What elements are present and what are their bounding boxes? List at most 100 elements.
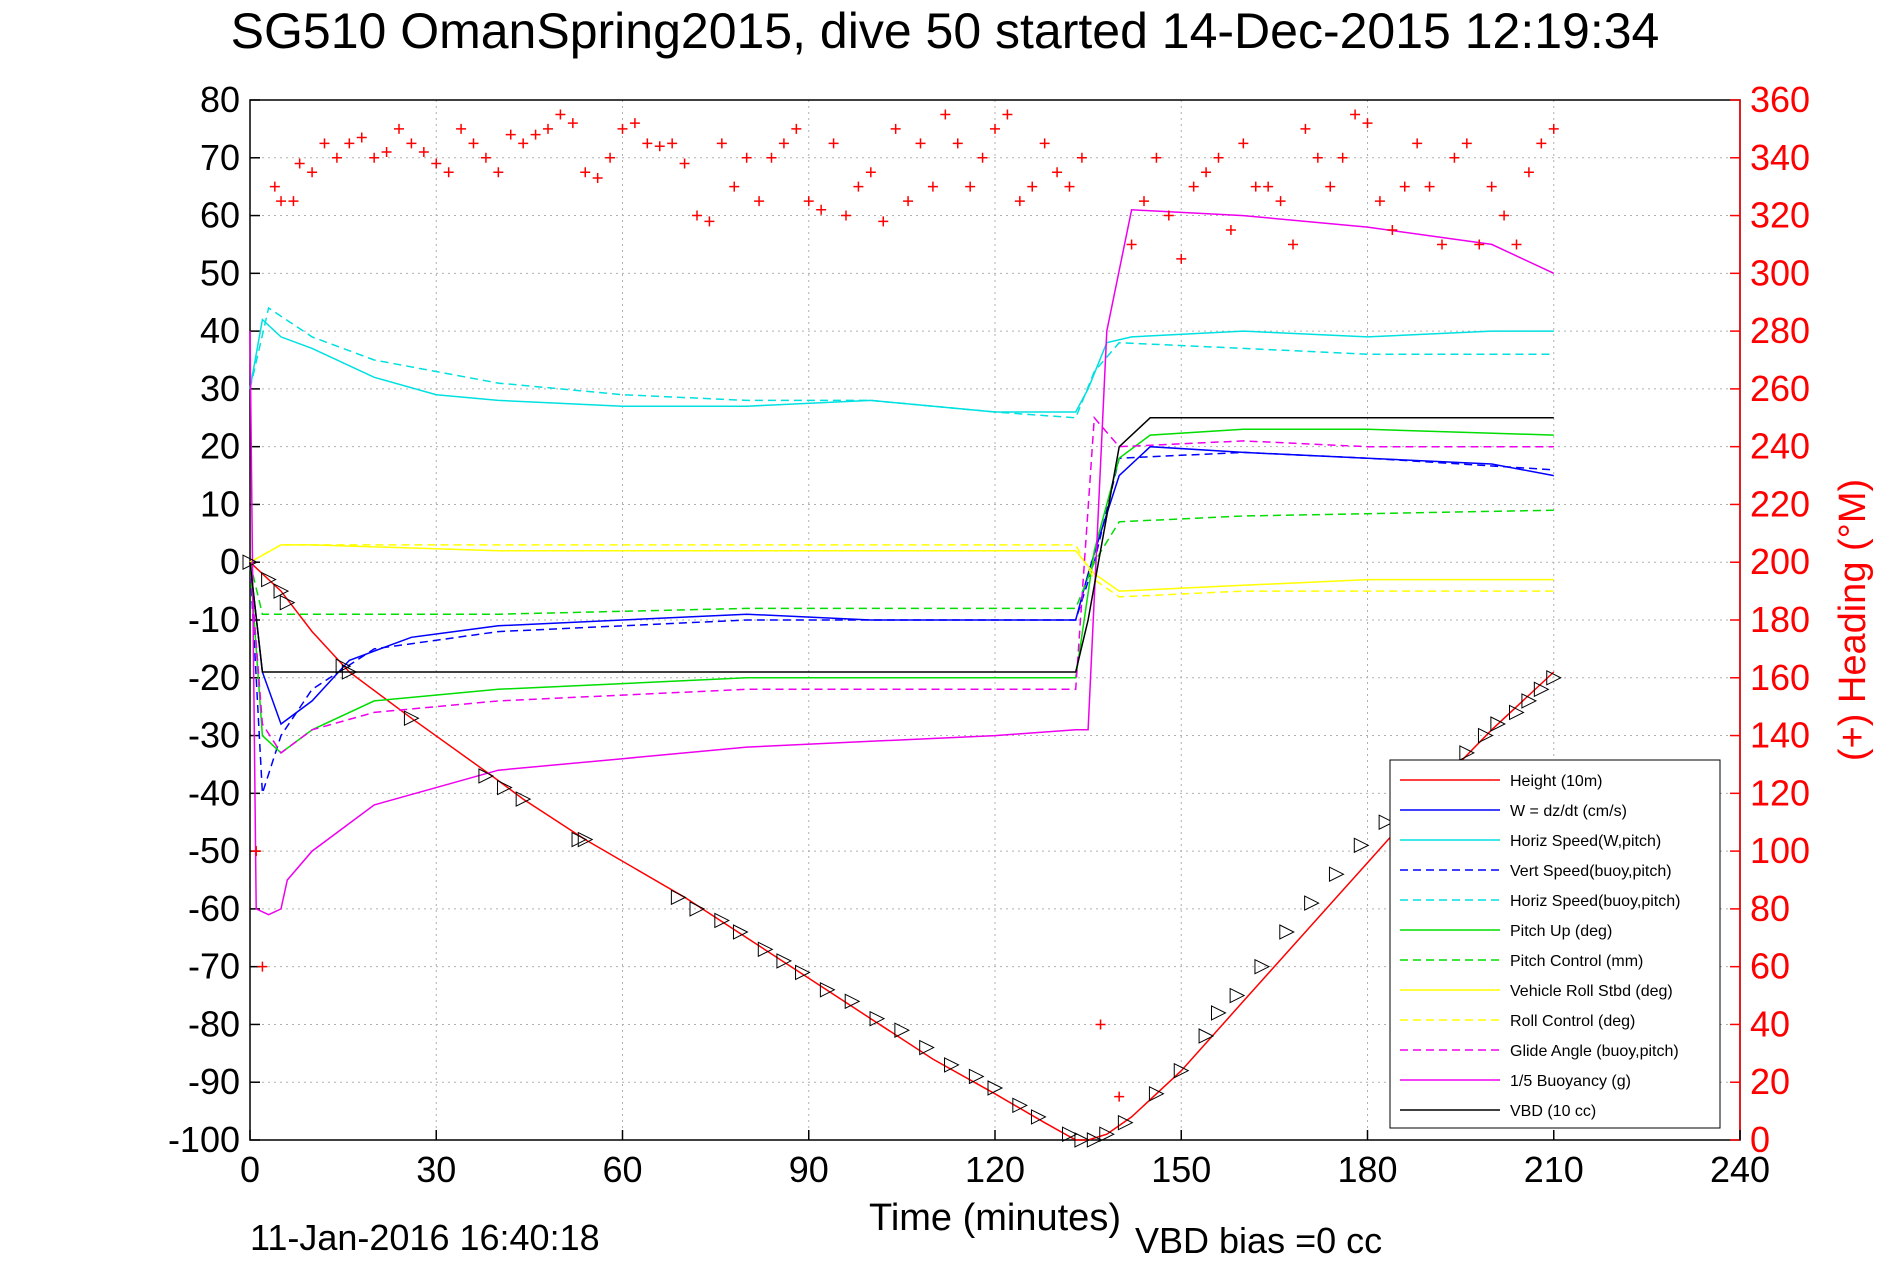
depth-marker — [1086, 1132, 1103, 1148]
left-tick-label: 20 — [200, 426, 240, 467]
heading-point — [977, 152, 988, 163]
left-tick-label: -50 — [188, 830, 240, 871]
right-tick-label: 100 — [1750, 830, 1810, 871]
heading-point — [1374, 196, 1385, 207]
depth-marker — [1353, 837, 1370, 854]
heading-point — [1275, 196, 1286, 207]
legend-label: Horiz Speed(W,pitch) — [1510, 833, 1661, 850]
heading-point — [667, 138, 678, 149]
heading-point — [716, 138, 727, 149]
heading-point — [841, 210, 851, 221]
heading-point — [940, 109, 951, 120]
bottom-tick-label: 30 — [416, 1149, 456, 1190]
right-tick-label: 360 — [1750, 79, 1810, 120]
right-tick-label: 340 — [1750, 137, 1810, 178]
heading-point — [853, 181, 864, 192]
depth-marker — [1304, 895, 1320, 911]
depth-marker — [279, 594, 296, 611]
depth-marker — [732, 924, 749, 940]
heading-point — [1002, 109, 1013, 120]
heading-point — [1052, 167, 1063, 178]
heading-point — [865, 167, 876, 178]
heading-point — [394, 123, 404, 134]
depth-marker — [1509, 704, 1525, 721]
bottom-tick-label: 0 — [240, 1149, 260, 1190]
right-tick-label: 20 — [1750, 1061, 1790, 1102]
heading-point — [567, 118, 578, 129]
y2-axis-label: (+) Heading (°M) — [1832, 479, 1874, 761]
left-axis: 80 70 60 50 40 30 20 10 0 -10 -20 -30 -40 -50 -60 -70 -8… — [168, 79, 260, 1160]
heading-point — [903, 196, 914, 207]
left-tick-label: -40 — [188, 772, 240, 813]
heading-point — [617, 123, 628, 134]
heading-point — [1350, 109, 1361, 120]
depth-marker — [261, 571, 277, 588]
heading-point — [890, 123, 901, 134]
heading-point — [1213, 152, 1224, 163]
legend-label: VBD (10 cc) — [1510, 1103, 1596, 1120]
heading-point — [331, 152, 342, 163]
heading-point — [1188, 181, 1199, 192]
heading-point — [543, 123, 553, 134]
heading-point — [965, 181, 976, 192]
heading-point — [480, 152, 491, 163]
heading-point — [1312, 152, 1323, 163]
heading-point — [1027, 181, 1038, 192]
legend-label: Horiz Speed(buoy,pitch) — [1510, 893, 1680, 910]
series-line-1 — [249, 445, 1554, 726]
heading-point — [592, 173, 603, 183]
heading-point — [741, 152, 752, 163]
depth-marker — [478, 768, 495, 784]
heading-point — [319, 138, 330, 149]
heading-point — [1511, 239, 1522, 250]
heading-point — [1263, 181, 1274, 192]
depth-markers — [242, 554, 1562, 1148]
heading-point — [1399, 181, 1410, 192]
left-tick-label: 70 — [200, 137, 240, 178]
right-tick-label: 240 — [1750, 426, 1810, 467]
right-tick-label: 80 — [1750, 888, 1790, 929]
left-tick-label: 0 — [220, 541, 240, 582]
heading-point — [1474, 239, 1485, 250]
heading-point — [1325, 181, 1336, 192]
heading-point — [729, 181, 740, 192]
legend: Height (10m) W = dz/dt (cm/s) Horiz Speed(… — [1389, 759, 1721, 1129]
heading-point — [1548, 123, 1559, 134]
depth-marker — [757, 941, 774, 958]
depth-marker — [714, 912, 730, 929]
left-tick-label: 40 — [200, 310, 240, 351]
heading-point — [1362, 118, 1373, 129]
heading-point — [990, 123, 1000, 134]
right-tick-label: 260 — [1750, 368, 1810, 409]
right-tick-label: 0 — [1750, 1119, 1770, 1160]
series-line-6 — [249, 509, 1554, 615]
left-tick-label: -90 — [188, 1061, 240, 1102]
heading-point — [580, 167, 591, 178]
heading-point — [344, 138, 355, 149]
depth-marker — [497, 779, 513, 796]
heading-point — [1076, 152, 1087, 163]
depth-marker — [1546, 669, 1562, 686]
right-tick-label: 220 — [1750, 483, 1810, 524]
heading-point — [257, 961, 268, 972]
heading-point — [493, 167, 504, 178]
left-tick-label: 80 — [200, 79, 240, 120]
footer-vbd-bias: VBD bias =0 cc — [1135, 1220, 1382, 1261]
depth-marker — [776, 953, 793, 969]
series-line-5 — [249, 428, 1554, 754]
heading-point — [1151, 152, 1162, 163]
heading-point — [269, 181, 280, 192]
depth-marker — [1533, 681, 1550, 698]
depth-marker — [1254, 958, 1271, 975]
heading-point — [1139, 196, 1149, 207]
legend-label: 1/5 Buoyancy (g) — [1510, 1073, 1631, 1090]
series-layer — [249, 209, 1555, 1141]
series-line-10 — [249, 209, 1555, 916]
heading-point — [1387, 225, 1398, 235]
depth-marker — [571, 831, 588, 848]
depth-marker — [819, 981, 836, 998]
heading-point — [1412, 138, 1423, 149]
depth-marker — [894, 1022, 910, 1039]
legend-label: Roll Control (deg) — [1510, 1013, 1635, 1030]
